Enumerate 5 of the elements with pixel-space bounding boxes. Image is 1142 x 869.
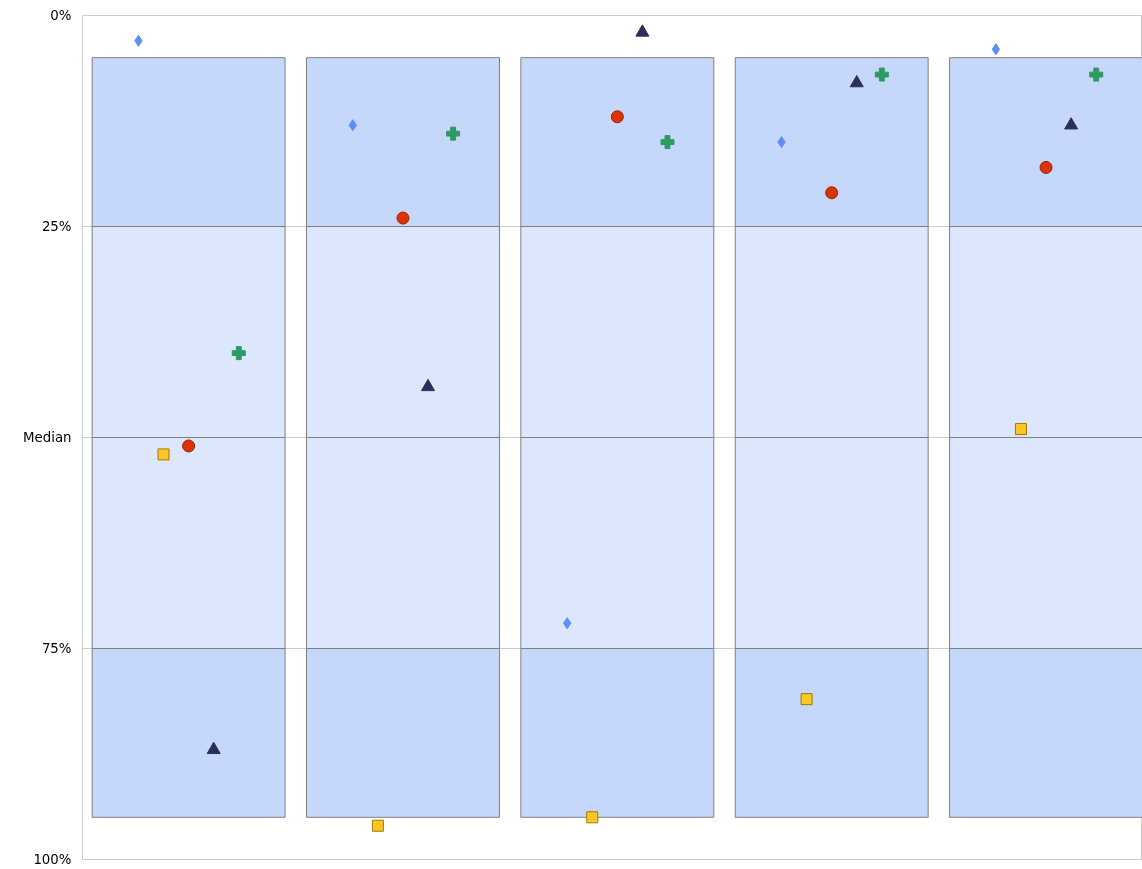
y-tick-label: 100%	[33, 852, 72, 867]
y-tick-label: 75%	[41, 641, 72, 656]
y-tick-label: 25%	[41, 219, 72, 234]
y-tick-label: Median	[23, 430, 72, 445]
y-tick-label: 0%	[50, 8, 72, 23]
